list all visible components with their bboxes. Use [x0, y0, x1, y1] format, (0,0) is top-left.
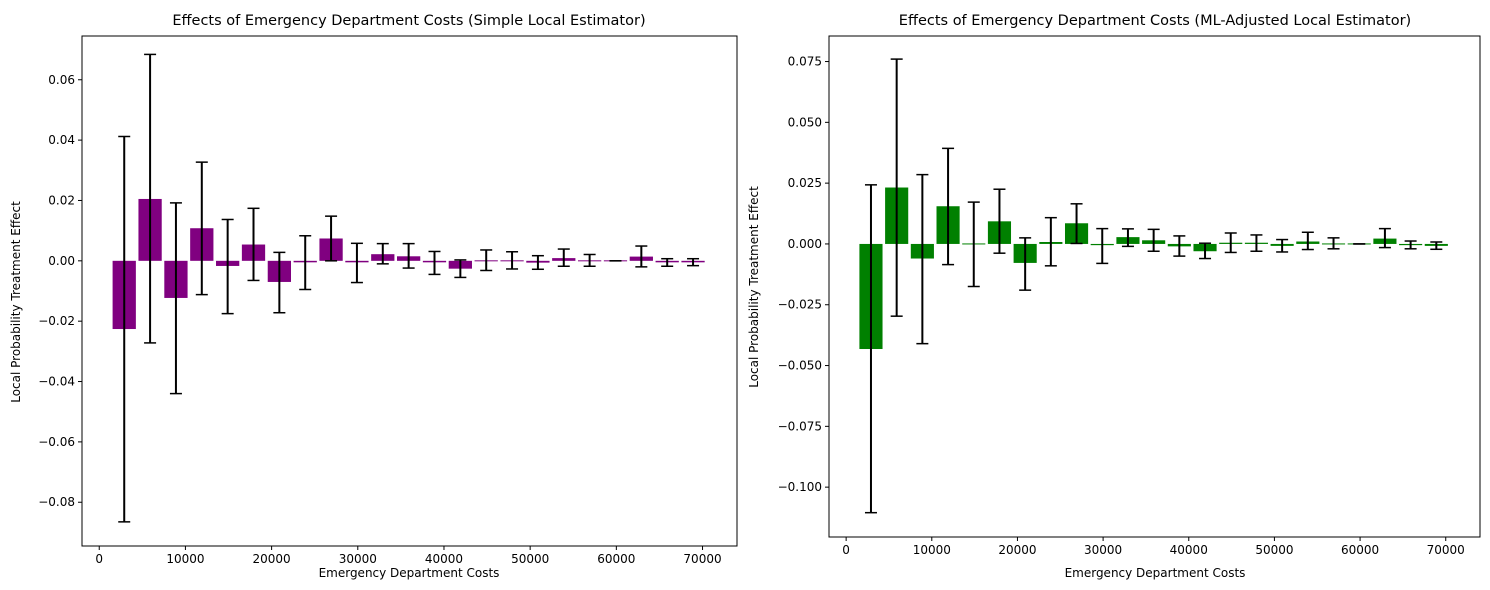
y-tick-label: −0.04	[38, 375, 75, 389]
x-tick-label: 50000	[511, 552, 549, 566]
y-axis-label: Local Probability Treatment Effect	[9, 201, 23, 403]
x-axis-ticks: 0 10000 20000 30000 40000 50000 60000 70000	[95, 546, 722, 566]
x-tick-label: 60000	[597, 552, 635, 566]
y-tick-label: −0.050	[778, 359, 822, 373]
y-tick-label: −0.06	[38, 435, 75, 449]
y-axis-ticks: −0.100 −0.075 −0.050 −0.025 0.000 0.025 0.050 0…	[778, 55, 829, 494]
y-tick-label: −0.075	[778, 419, 822, 433]
y-axis-ticks: −0.08 −0.06 −0.04 −0.02 0.00 0.02 0.04 0.06	[38, 73, 82, 509]
errorbars-group	[118, 53, 700, 523]
x-tick-label: 70000	[1427, 543, 1465, 557]
plot-frame	[828, 35, 1481, 538]
x-tick-label: 30000	[1084, 543, 1122, 557]
y-tick-label: 0.000	[788, 237, 822, 251]
chart-title: Effects of Emergency Department Costs (S…	[172, 13, 645, 29]
plot-frame	[81, 35, 738, 547]
chart-simple-local-estimator: Effects of Emergency Department Costs (S…	[9, 13, 738, 580]
y-tick-label: 0.06	[48, 73, 75, 87]
y-axis-label: Local Probability Treatment Effect	[747, 186, 761, 388]
y-tick-label: 0.04	[48, 133, 75, 147]
x-tick-label: 40000	[425, 552, 463, 566]
x-tick-label: 60000	[1341, 543, 1379, 557]
x-tick-label: 10000	[166, 552, 204, 566]
y-tick-label: −0.025	[778, 298, 822, 312]
y-tick-label: −0.100	[778, 480, 822, 494]
y-tick-label: 0.050	[788, 115, 822, 129]
x-tick-label: 40000	[1170, 543, 1208, 557]
chart-title: Effects of Emergency Department Costs (M…	[899, 13, 1411, 29]
y-tick-label: 0.025	[788, 176, 822, 190]
x-tick-label: 0	[95, 552, 103, 566]
x-axis-ticks: 0 10000 20000 30000 40000 50000 60000 70000	[842, 537, 1465, 557]
x-tick-label: 20000	[998, 543, 1036, 557]
x-tick-label: 70000	[683, 552, 721, 566]
y-tick-label: −0.02	[38, 314, 75, 328]
x-axis-label: Emergency Department Costs	[319, 566, 500, 580]
x-tick-label: 0	[842, 543, 850, 557]
x-tick-label: 10000	[913, 543, 951, 557]
x-tick-label: 20000	[253, 552, 291, 566]
y-tick-label: 0.00	[48, 254, 75, 268]
errorbars-group	[864, 58, 1443, 514]
y-tick-label: 0.02	[48, 193, 75, 207]
y-tick-label: 0.075	[788, 55, 822, 69]
x-tick-label: 30000	[339, 552, 377, 566]
x-tick-label: 50000	[1255, 543, 1293, 557]
chart-ml-adjusted-local-estimator: Effects of Emergency Department Costs (M…	[747, 13, 1481, 580]
x-axis-label: Emergency Department Costs	[1065, 566, 1246, 580]
y-tick-label: −0.08	[38, 495, 75, 509]
